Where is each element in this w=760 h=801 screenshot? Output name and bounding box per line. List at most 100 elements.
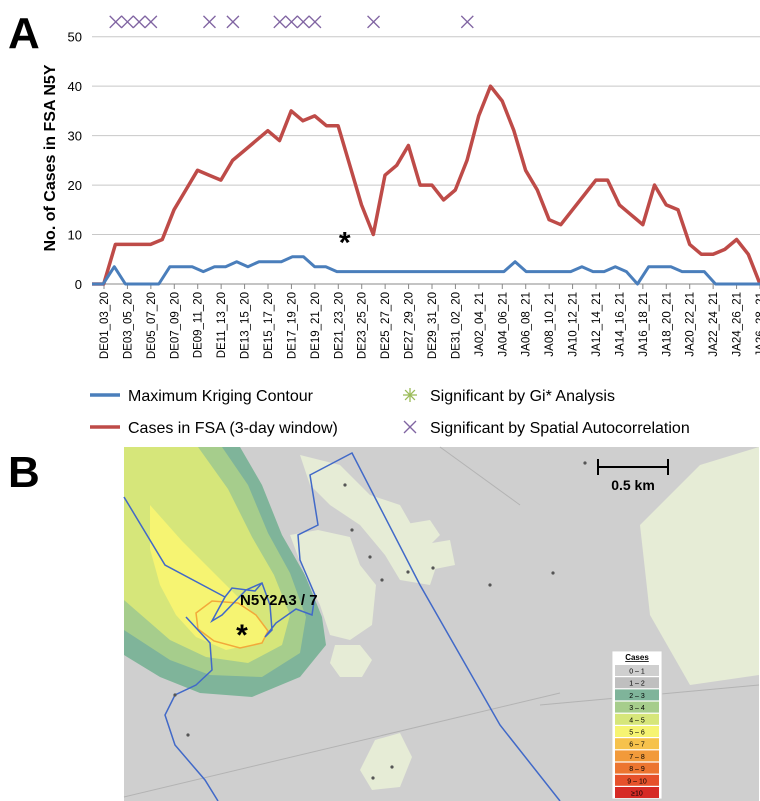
x-tick-label: JA24_26_21 [732,292,744,357]
map-road [123,692,561,798]
spatial-significance-marker [273,15,287,29]
spatial-significance-marker [203,15,216,29]
map-pale-cluster-2 [330,645,372,677]
x-tick-label: JA06_08_21 [521,292,533,357]
y-tick-label: 40 [68,79,82,94]
x-tick-label: JA20_22_21 [685,292,697,357]
map-legend-swatch [615,701,659,713]
map-dot [390,765,394,769]
panel-a-chart: A No. of Cases in FSA N5Y 0 10 20 30 40 50 DE… [8,9,760,437]
scale-bar: 0.5 km [597,459,669,493]
map-legend: Cases 0 – 1 1 – 2 2 – 3 3 – 4 4 – 5 5 – 6 6 – … [611,650,663,800]
map-dot [173,693,177,697]
y-tick-labels: 0 10 20 30 40 50 [68,30,82,292]
x-tick-label: DE07_09_20 [169,292,181,359]
x-tick-label: DE19_21_20 [310,292,322,359]
x-tick-label: DE05_07_20 [146,292,158,359]
x-tick-label: DE25_27_20 [380,292,392,359]
map-legend-swatch [615,713,659,725]
map-dot [186,733,190,737]
map-legend-swatch [615,787,659,798]
map-dot [368,555,372,559]
map-legend-title: Cases [625,653,649,662]
map-dot [431,566,435,570]
gi-asterisk-annotation: * [339,227,351,260]
y-axis-label: No. of Cases in FSA N5Y [42,64,59,251]
map-dot [551,571,555,575]
map-legend-label: 7 – 8 [629,754,645,761]
panel-b-letter: B [8,448,40,497]
y-tick-label: 20 [68,178,82,193]
map-legend-label: 5 – 6 [629,730,645,737]
map-legend-label: 1 – 2 [629,681,645,688]
legend-label-kriging: Maximum Kriging Contour [128,388,314,405]
spatial-significance-marker [144,15,158,29]
map-pale-cluster-5 [420,540,455,570]
map-legend-label: 0 – 1 [629,669,645,676]
map-pale-cluster-3 [300,455,440,585]
legend-swatch-spatial-x [403,420,417,434]
map-legend-swatch [615,762,659,774]
fsa-boundary [123,451,561,801]
map-legend-label: 9 – 10 [627,778,647,785]
map-dot [488,583,492,587]
x-tick-label: JA08_10_21 [544,292,556,357]
x-tick-label: JA16_18_21 [638,292,650,357]
map-dot [343,483,347,487]
x-tick-labels: DE01_03_20 DE03_05_20 DE05_07_20 DE07_09_20… [99,284,760,359]
x-tick-label: DE23_25_20 [357,292,369,359]
map-dot [380,578,384,582]
spatial-significance-marker [308,15,322,29]
spatial-significance-marker [296,15,310,29]
y-tick-label: 30 [68,129,82,144]
map-legend-label: 6 – 7 [629,742,645,749]
legend-label-spatial: Significant by Spatial Autocorrelation [430,420,690,437]
map-legend-swatch [615,726,659,737]
map-legend-swatch [615,774,659,786]
x-tick-label: JA10_12_21 [568,292,580,357]
area-label: N5Y2A3 / 7 [240,592,318,609]
spatial-significance-marker [367,15,381,29]
map-legend-swatch [615,677,659,689]
map-legend-label: 4 – 5 [629,717,645,724]
legend-label-cases: Cases in FSA (3-day window) [128,420,338,437]
map-pale-cluster-4 [400,520,440,550]
max-kriging-contour-line [92,255,760,286]
panel-a-letter: A [8,9,40,58]
y-tick-label: 0 [75,277,82,292]
map-legend-swatch [615,665,659,676]
y-tick-label: 10 [68,228,82,243]
map-dot [371,776,375,780]
gridlines [92,36,760,285]
area-asterisk: * [236,619,248,652]
x-tick-label: JA18_20_21 [661,292,673,357]
x-tick-label: DE13_15_20 [240,292,252,359]
x-tick-label: DE09_11_20 [193,292,205,358]
map-pale-cluster-1 [290,530,376,640]
map-legend-label: 2 – 3 [629,693,645,700]
cases-in-fsa-line [92,84,760,286]
x-tick-label: JA26_28_21 [755,292,760,357]
map-legend-label: 3 – 4 [629,705,645,712]
x-tick-label: DE15_17_20 [263,292,275,359]
x-tick-label: DE29_31_20 [427,292,439,359]
x-tick-label: JA12_14_21 [591,292,603,357]
spatial-significance-marker [226,15,240,29]
legend-swatch-gi-asterisk [403,388,417,402]
spatial-significance-marker [285,15,298,29]
x-tick-label: JA22_24_21 [708,292,720,357]
map-road [439,446,521,506]
map-dot [406,570,410,574]
x-tick-label: DE31_02_20 [450,292,462,359]
map-dot [583,461,587,465]
x-tick-label: JA02_04_21 [474,292,486,357]
map-legend-label: ≥10 [631,791,643,798]
x-tick-label: JA04_06_21 [497,292,509,357]
map-legend-swatch [615,689,659,701]
map-pale-region-right [640,447,759,685]
x-tick-label: DE21_23_20 [333,292,345,359]
x-tick-label: DE03_05_20 [122,292,134,359]
x-tick-label: DE01_03_20 [99,292,111,359]
chart-legend: Maximum Kriging Contour Cases in FSA (3-… [90,388,690,437]
map-legend-swatch [615,738,659,750]
